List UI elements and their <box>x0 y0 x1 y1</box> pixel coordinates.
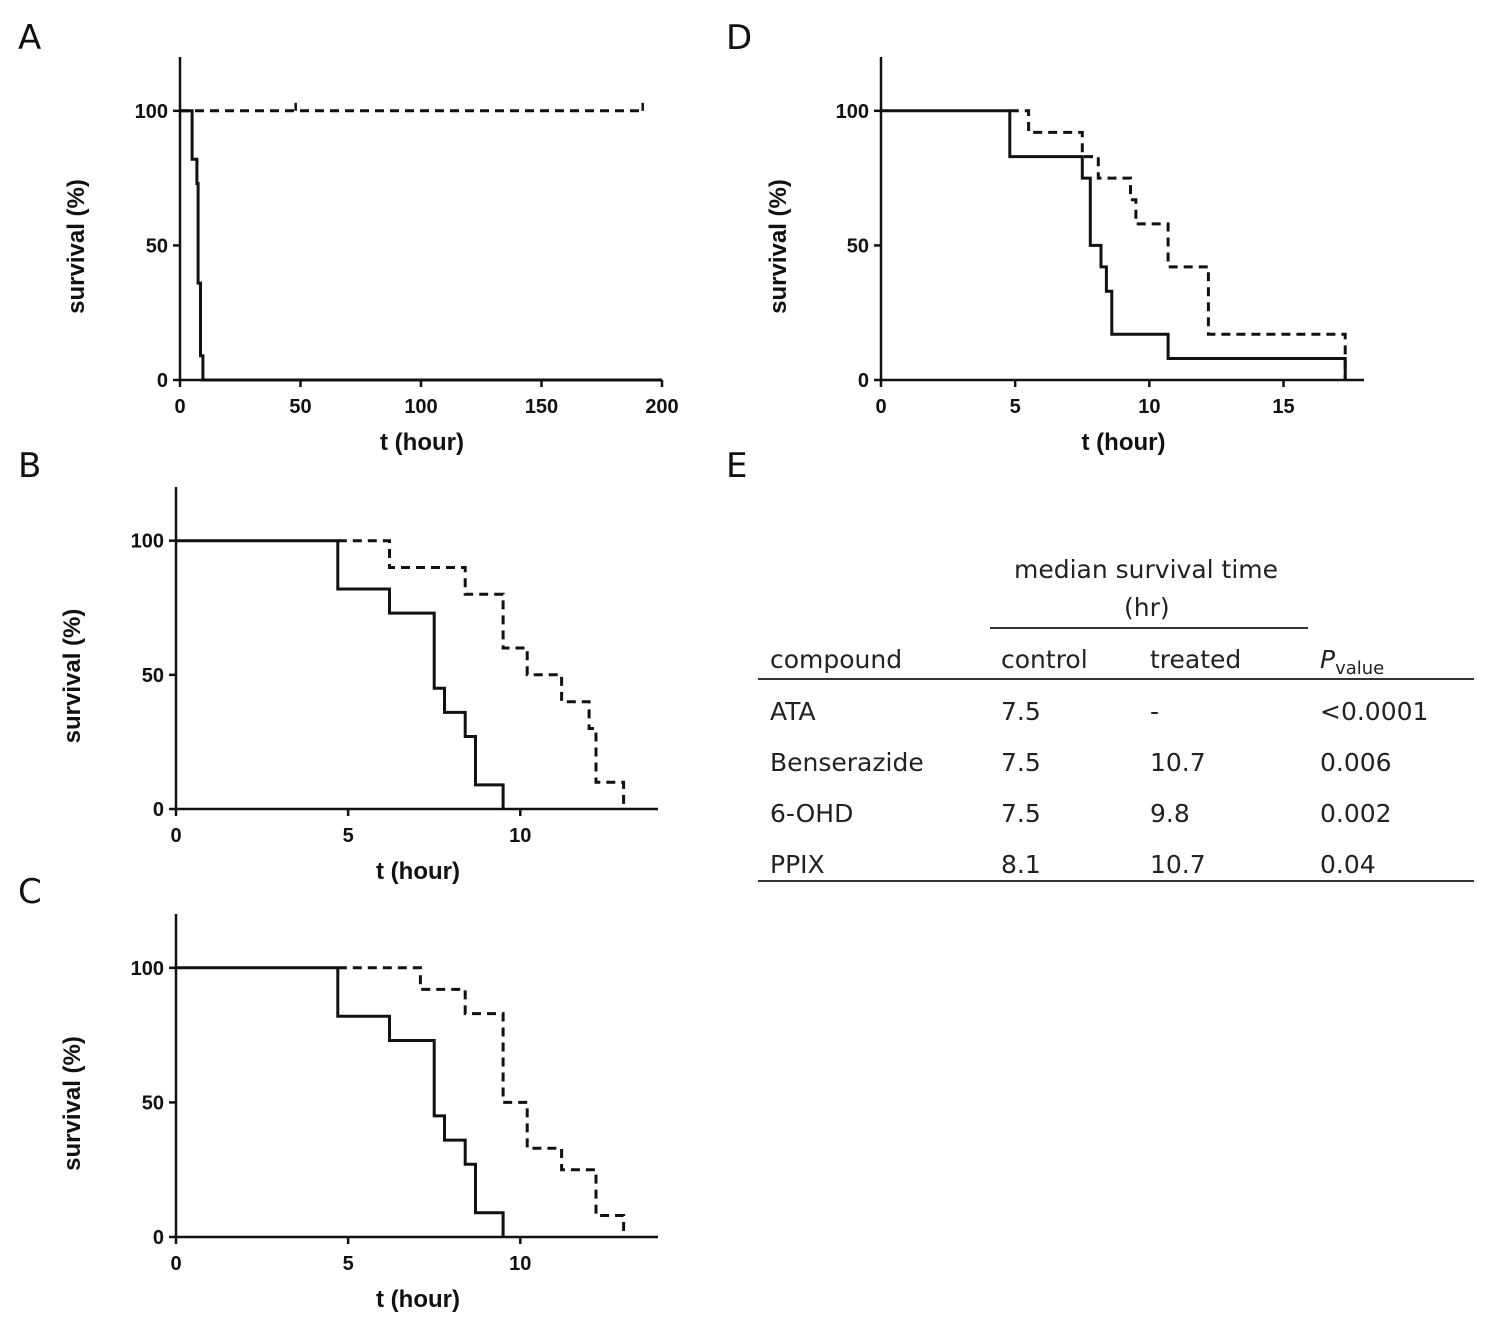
panel-b-series-dashed <box>337 539 626 809</box>
panel-c-y-tick-label: 100 <box>131 958 164 980</box>
panel-a-x-tick-label: 50 <box>289 396 311 418</box>
panel-a-x-tick-label: 150 <box>525 396 558 418</box>
panel-letter-a: A <box>18 18 42 58</box>
panel-letter-b: B <box>18 446 42 486</box>
panel-letter-e: E <box>726 446 748 486</box>
table-cell-treated: 10.7 <box>1150 850 1206 879</box>
panel-c-y-tick-label: 50 <box>142 1092 164 1114</box>
table-group-header-unit: (hr) <box>1124 593 1170 622</box>
panel-a-x-axis-label: t (hour) <box>380 429 464 456</box>
panel-d-y-tick-label: 0 <box>858 370 869 392</box>
panel-b-x-tick-label: 0 <box>170 825 181 847</box>
panel-letter-c: C <box>18 872 42 912</box>
panel-a-x-tick-label: 0 <box>174 396 185 418</box>
column-header-compound: compound <box>770 645 903 674</box>
header-rule <box>758 678 1474 680</box>
table-cell-control: 7.5 <box>1001 799 1041 828</box>
panel-a-y-axis-label: survival (%) <box>63 179 90 314</box>
panel-letter-d: D <box>726 18 753 58</box>
column-header-pvalue: Pvalue <box>1320 645 1384 679</box>
panel-c-x-tick-label: 10 <box>509 1253 531 1275</box>
panel-b-y-tick-label: 0 <box>153 799 164 821</box>
panel-d-x-tick-label: 0 <box>875 396 886 418</box>
table-group-header: median survival time <box>1014 555 1279 584</box>
panel-c-x-tick-label: 5 <box>343 1253 354 1275</box>
panel-c-x-axis-label: t (hour) <box>376 1286 460 1313</box>
panel-d-series-solid <box>881 109 1347 380</box>
column-header-control: control <box>1001 645 1088 674</box>
panel-c-y-tick-label: 0 <box>153 1227 164 1249</box>
panel-b-series-solid <box>176 539 505 809</box>
panel-c-y-axis-label: survival (%) <box>59 1036 86 1171</box>
panel-c-series-dashed <box>337 966 626 1237</box>
table-cell-treated: - <box>1150 697 1160 726</box>
panel-a-x-tick-label: 100 <box>404 396 437 418</box>
table-cell-pvalue: 0.002 <box>1320 799 1392 828</box>
table-cell-pvalue: <0.0001 <box>1320 697 1429 726</box>
panel-d-x-tick-label: 15 <box>1272 396 1294 418</box>
pvalue-p: P <box>1320 645 1336 674</box>
panel-b-y-tick-label: 50 <box>142 665 164 687</box>
panel-b-x-axis-label: t (hour) <box>376 858 460 885</box>
panel-d-x-tick-label: 5 <box>1010 396 1021 418</box>
table-cell-control: 7.5 <box>1001 748 1041 777</box>
pvalue-subscript: value <box>1335 658 1385 679</box>
table-cell-compound: ATA <box>770 697 816 726</box>
table-cell-compound: Benserazide <box>770 748 924 777</box>
table-cell-pvalue: 0.04 <box>1320 850 1376 879</box>
panel-a-y-tick-label: 50 <box>146 235 168 257</box>
bottom-rule <box>758 880 1474 882</box>
table-cell-pvalue: 0.006 <box>1320 748 1392 777</box>
panel-c-x-tick-label: 0 <box>170 1253 181 1275</box>
panel-a-series-solid <box>180 109 662 382</box>
panel-d-x-tick-label: 10 <box>1138 396 1160 418</box>
panel-a-x-tick-label: 200 <box>645 396 678 418</box>
panel-d-y-tick-label: 100 <box>836 101 869 123</box>
table-cell-compound: PPIX <box>770 850 825 879</box>
panel-b-x-tick-label: 10 <box>509 825 531 847</box>
panel-a-y-tick-label: 0 <box>157 370 168 392</box>
table-cell-control: 7.5 <box>1001 697 1041 726</box>
panel-d-x-axis-label: t (hour) <box>1082 429 1166 456</box>
panel-b-y-axis-label: survival (%) <box>59 609 86 744</box>
group-header-underline <box>990 627 1308 629</box>
panel-a-y-tick-label: 100 <box>135 101 168 123</box>
panel-b-y-tick-label: 100 <box>131 531 164 553</box>
table-cell-control: 8.1 <box>1001 850 1041 879</box>
panel-b-x-tick-label: 5 <box>343 825 354 847</box>
panel-d-y-tick-label: 50 <box>847 235 869 257</box>
column-header-treated: treated <box>1150 645 1242 674</box>
panel-c-series-solid <box>176 966 505 1237</box>
table-cell-treated: 9.8 <box>1150 799 1190 828</box>
table-cell-compound: 6-OHD <box>770 799 854 828</box>
panel-d-series-dashed <box>1009 109 1347 380</box>
table-cell-treated: 10.7 <box>1150 748 1206 777</box>
panel-d-y-axis-label: survival (%) <box>765 179 792 314</box>
